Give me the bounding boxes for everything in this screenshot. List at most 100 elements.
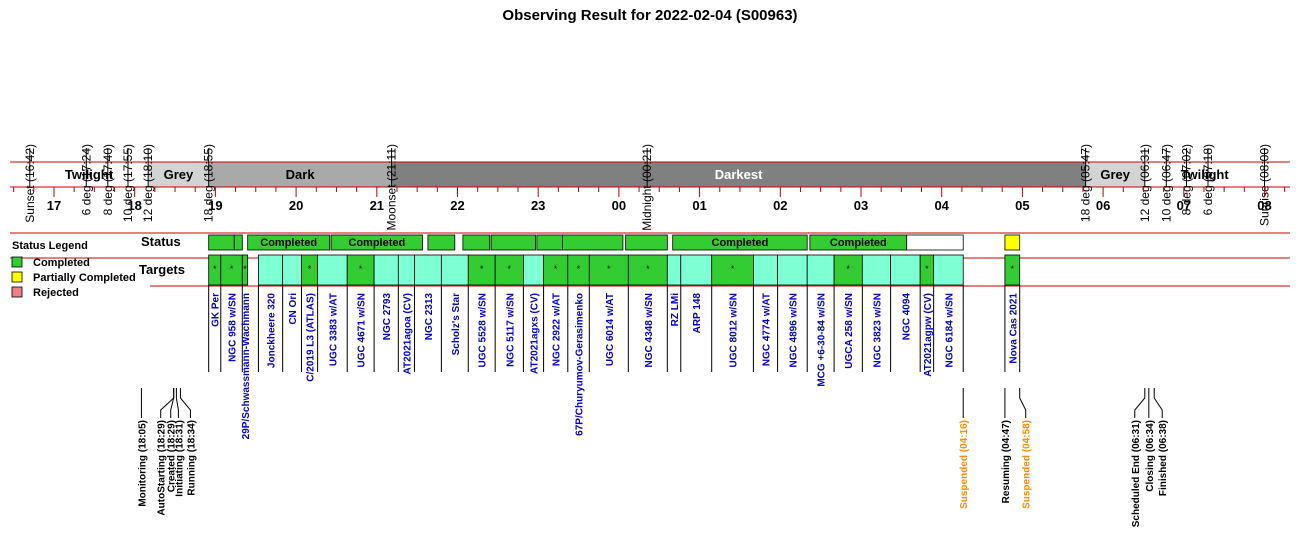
event-tick-2 — [170, 388, 175, 418]
target-name-21[interactable]: UGC 8012 w/SN — [729, 293, 740, 367]
status-block-1[interactable] — [233, 234, 243, 251]
hour-tick-label-7: 00 — [612, 198, 626, 213]
target-block-29[interactable] — [933, 254, 964, 286]
target-mark-2: * — [243, 264, 247, 274]
status-block-4[interactable] — [427, 234, 456, 251]
status-block-label-2: Completed — [260, 237, 317, 249]
target-name-2[interactable]: 29P/Schwassmann-Wachmann — [241, 293, 252, 439]
status-block-5[interactable] — [462, 234, 491, 251]
status-block-9[interactable] — [625, 234, 668, 251]
event-label-1: AutoStarting (18:29) — [157, 420, 168, 516]
target-block-2[interactable] — [241, 254, 249, 286]
target-name-13[interactable]: NGC 5117 w/SN — [505, 293, 516, 367]
target-name-7[interactable]: UGC 4671 w/SN — [357, 293, 368, 367]
target-name-10[interactable]: NGC 2313 — [424, 293, 435, 341]
band-label-0: Twilight — [65, 167, 114, 182]
target-block-4[interactable] — [282, 254, 302, 286]
target-block-27[interactable] — [890, 254, 921, 286]
target-name-20[interactable]: ARP 148 — [692, 293, 703, 334]
target-block-6[interactable] — [317, 254, 348, 286]
target-name-9[interactable]: AT2021agoa (CV) — [402, 293, 413, 375]
band-label-5: Twilight — [1181, 167, 1230, 182]
status-block-8[interactable] — [562, 234, 624, 251]
status-row-label: Status — [141, 234, 181, 249]
target-name-27[interactable]: NGC 4094 — [901, 293, 912, 341]
status-block-2[interactable] — [247, 234, 331, 251]
target-block-22[interactable] — [753, 254, 779, 286]
marker-label-3: 10 deg (17:55) — [121, 144, 135, 222]
target-block-30[interactable] — [1004, 254, 1021, 286]
marker-label-6: Moonset (21:11) — [385, 144, 399, 231]
event-label-10: Finished (06:38) — [1158, 420, 1169, 496]
target-name-17[interactable]: UGC 6014 w/AT — [605, 293, 616, 366]
target-name-14[interactable]: AT2021agxs (CV) — [529, 293, 540, 374]
band-label-3: Darkest — [715, 167, 763, 182]
target-block-14[interactable] — [523, 254, 544, 286]
target-block-3[interactable] — [258, 254, 284, 286]
target-name-16[interactable]: 67P/Churyumov-Gerasimenko — [575, 293, 586, 436]
target-name-24[interactable]: MCG +6-30-84 w/SN — [817, 293, 828, 387]
hour-tick-label-11: 04 — [934, 198, 949, 213]
status-block-0[interactable] — [208, 234, 235, 251]
target-name-28[interactable]: AT2021agpw (CV) — [923, 293, 934, 377]
target-name-11[interactable]: Scholz's Star — [451, 293, 462, 356]
target-block-10[interactable] — [414, 254, 442, 286]
target-name-19[interactable]: RZ LMi — [670, 293, 681, 327]
target-name-18[interactable]: NGC 4348 w/SN — [644, 293, 655, 367]
target-name-4[interactable]: CN Ori — [288, 293, 299, 325]
target-mark-12: * — [480, 264, 484, 274]
band-grey-1 — [148, 162, 209, 187]
hour-tick-label-10: 03 — [854, 198, 868, 213]
sky-bands: Twilight Grey Dark Darkest Grey Twilight — [29, 162, 1265, 187]
target-name-22[interactable]: NGC 4774 w/AT — [762, 293, 773, 366]
status-block-13[interactable] — [1004, 234, 1021, 251]
event-label-8: Scheduled End (06:31) — [1131, 420, 1142, 527]
target-block-20[interactable] — [680, 254, 713, 286]
band-twilight-5 — [1144, 162, 1265, 187]
target-name-30[interactable]: Nova Cas 2021 — [1008, 293, 1019, 364]
target-name-5[interactable]: C/2019 L3 (ATLAS) — [306, 293, 317, 382]
target-block-13[interactable] — [494, 254, 524, 286]
band-grey-4 — [1085, 162, 1145, 187]
target-block-24[interactable] — [806, 254, 835, 286]
event-label-7: Suspended (04:58) — [1022, 420, 1033, 509]
target-name-23[interactable]: NGC 4896 w/SN — [788, 293, 799, 367]
target-name-6[interactable]: UGC 3383 w/AT — [328, 293, 339, 366]
target-block-8[interactable] — [373, 254, 399, 286]
hour-tick-label-1: 18 — [127, 198, 141, 213]
event-tick-8 — [1134, 388, 1146, 418]
target-mark-13: * — [508, 264, 512, 274]
target-block-15[interactable] — [543, 254, 569, 286]
target-block-26[interactable] — [861, 254, 891, 286]
target-name-26[interactable]: NGC 3823 w/SN — [872, 293, 883, 367]
target-block-12[interactable] — [467, 254, 496, 286]
hour-tick-label-5: 22 — [450, 198, 464, 213]
target-block-11[interactable] — [440, 254, 469, 286]
marker-label-10: 10 deg (06:47) — [1159, 144, 1173, 222]
status-block-12[interactable] — [906, 234, 964, 251]
target-name-15[interactable]: NGC 2922 w/AT — [552, 293, 563, 366]
legend-swatch-completed — [11, 256, 23, 268]
legend-swatch-rejected — [11, 286, 23, 298]
target-mark-0: * — [213, 264, 217, 274]
target-block-19[interactable] — [666, 254, 682, 286]
status-block-10[interactable] — [672, 234, 808, 251]
target-name-8[interactable]: NGC 2793 — [382, 293, 393, 341]
marker-label-4: 12 deg (18:10) — [141, 144, 155, 222]
target-name-1[interactable]: NGC 958 w/SN — [228, 293, 239, 362]
target-name-25[interactable]: UGCA 258 w/SN — [844, 293, 855, 369]
target-name-3[interactable]: Jonckheere 320 — [267, 293, 278, 368]
target-block-17[interactable] — [588, 254, 629, 286]
status-block-label-10: Completed — [712, 237, 769, 249]
targets-row-label: Targets — [139, 262, 185, 277]
status-block-6[interactable] — [490, 234, 536, 251]
target-name-29[interactable]: NGC 6184 w/SN — [944, 293, 955, 367]
target-block-23[interactable] — [777, 254, 808, 286]
target-name-0[interactable]: GK Per — [211, 293, 222, 327]
status-block-3[interactable] — [330, 234, 423, 251]
target-mark-25: * — [846, 264, 850, 274]
status-block-7[interactable] — [536, 234, 563, 251]
target-name-12[interactable]: UGC 5528 w/SN — [478, 293, 489, 367]
target-block-25[interactable] — [833, 254, 863, 286]
target-block-9[interactable] — [397, 254, 415, 286]
